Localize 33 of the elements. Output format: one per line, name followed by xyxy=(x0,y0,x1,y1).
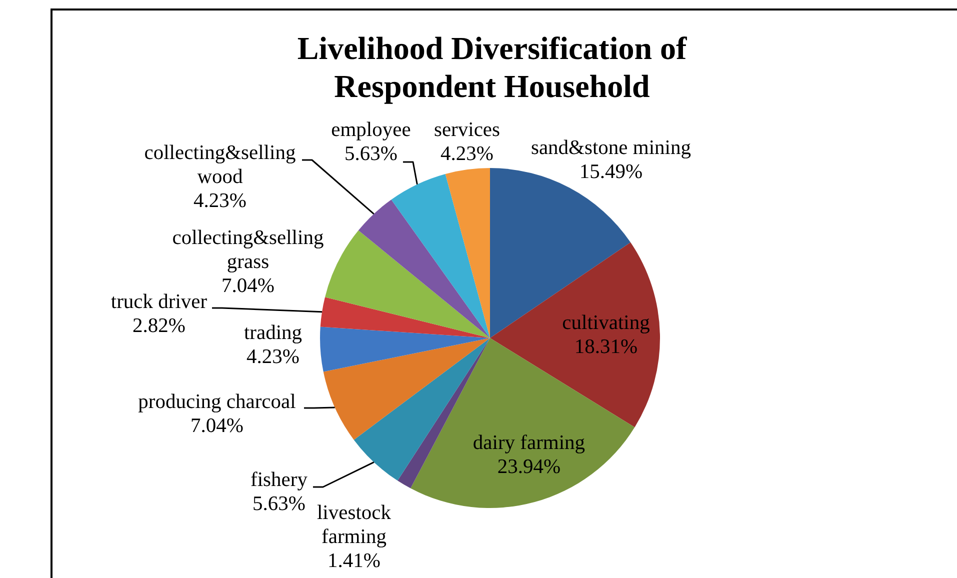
pie-slice xyxy=(325,230,490,338)
data-label: 7.04% xyxy=(190,415,244,437)
data-label: 5.63% xyxy=(252,493,306,515)
pie-slice xyxy=(320,326,490,372)
data-label: 7.04% xyxy=(222,275,274,297)
slice-label: fishery xyxy=(250,469,308,491)
pie-slice xyxy=(320,297,490,338)
data-label: 2.82% xyxy=(132,315,186,337)
chart-title: Livelihood Diversification of Respondent Household xyxy=(297,30,687,104)
slice-label: livestock farming xyxy=(316,502,392,548)
data-label: 1.41% xyxy=(328,550,380,572)
slice-label: services xyxy=(434,119,500,141)
pie-slice xyxy=(410,338,635,508)
slice-label: employee xyxy=(331,119,411,141)
slice-label: dairy farming xyxy=(472,432,586,454)
data-label: 18.31% xyxy=(574,336,638,358)
data-label: 4.23% xyxy=(440,143,494,165)
slice-label: producing charcoal xyxy=(138,391,296,413)
slice-label: collecting&selling wood xyxy=(144,142,296,188)
data-label: 4.23% xyxy=(194,190,246,212)
data-label: 23.94% xyxy=(497,456,561,478)
data-label: 5.63% xyxy=(344,143,398,165)
slice-label: cultivating xyxy=(562,312,650,334)
slice-label: truck driver xyxy=(110,291,208,313)
pie-slice xyxy=(358,200,490,338)
pie-slice xyxy=(490,242,660,428)
pie-slice xyxy=(391,174,490,338)
data-label: 4.23% xyxy=(246,346,300,368)
slice-label: collecting&selling grass xyxy=(172,227,324,273)
slice-label: trading xyxy=(244,322,302,344)
pie-slice xyxy=(445,168,490,338)
data-label: 15.49% xyxy=(579,161,643,183)
slice-label: sand&stone mining xyxy=(530,137,692,159)
